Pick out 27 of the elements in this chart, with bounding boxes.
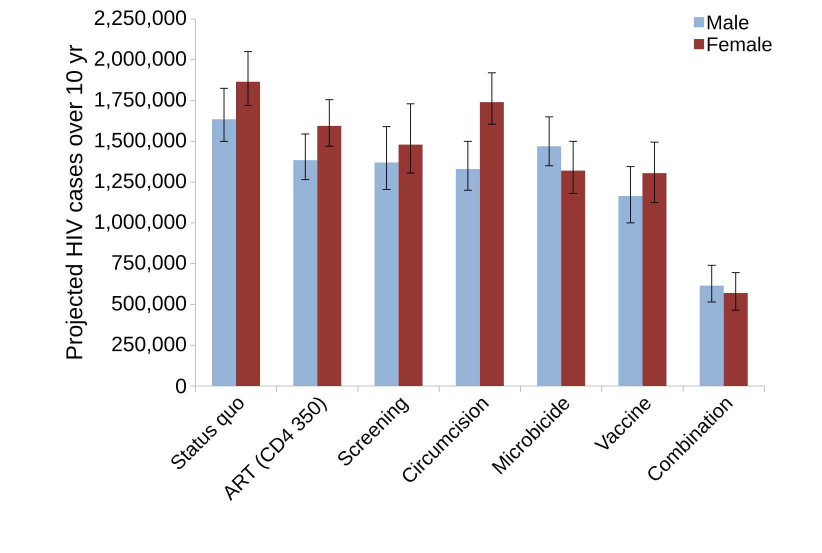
- bar: [293, 160, 318, 386]
- bar: [724, 293, 748, 386]
- y-tick-label: 500,000: [112, 296, 186, 314]
- legend-label: Male: [708, 14, 748, 30]
- bar: [374, 162, 399, 386]
- y-tick-label: 750,000: [112, 255, 186, 272]
- y-tick-label: 250,000: [112, 336, 186, 354]
- y-tick-label: 1,750,000: [95, 92, 186, 110]
- bar: [480, 102, 504, 386]
- bar: [561, 170, 586, 386]
- y-tick-label: 1,250,000: [95, 173, 186, 191]
- bar: [212, 119, 236, 386]
- bar: [398, 144, 423, 386]
- y-axis-title: Projected HIV cases over 10 yr: [66, 44, 87, 359]
- y-tick-label: 1,000,000: [95, 214, 186, 232]
- legend-label: Female: [708, 36, 772, 52]
- bar: [618, 196, 642, 386]
- y-tick-label: 2,250,000: [94, 10, 186, 28]
- y-tick-label: 1,500,000: [95, 132, 186, 150]
- y-tick-label: 2,000,000: [94, 51, 186, 68]
- bar: [537, 146, 562, 386]
- y-tick-label: 0: [176, 378, 186, 394]
- bar: [317, 126, 342, 386]
- bar: [642, 173, 666, 386]
- bar: [456, 169, 480, 386]
- bar: [700, 286, 724, 386]
- bar: [236, 82, 260, 386]
